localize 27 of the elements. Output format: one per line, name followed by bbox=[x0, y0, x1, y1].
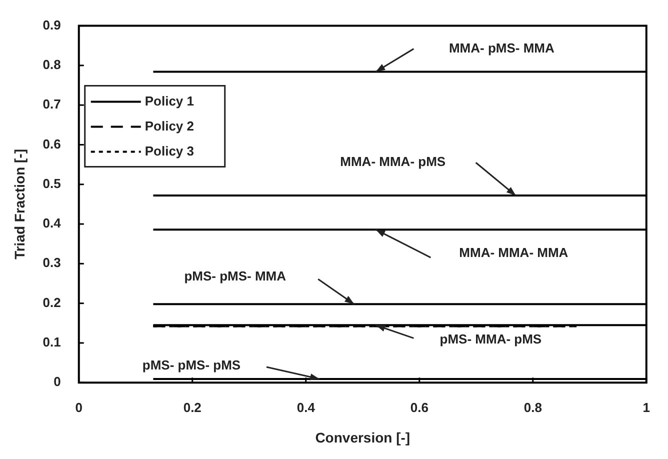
x-tick-label: 0.8 bbox=[524, 400, 542, 415]
legend-label: Policy 1 bbox=[144, 93, 194, 108]
y-tick-label: 0.9 bbox=[42, 17, 61, 32]
x-tick-label: 0.2 bbox=[183, 400, 202, 415]
legend-label: Policy 2 bbox=[144, 118, 194, 134]
y-tick-label: 0.8 bbox=[42, 57, 61, 72]
y-tick-label: 0.1 bbox=[42, 334, 61, 350]
y-tick-label: 0.3 bbox=[42, 255, 61, 270]
y-tick-label: 0.7 bbox=[42, 96, 61, 112]
y-tick-label: 0.4 bbox=[42, 216, 62, 231]
annotation: MMA- pMS- MMA bbox=[448, 40, 555, 56]
annotation: pMS- pMS- MMA bbox=[184, 268, 287, 284]
x-tick-label: 0 bbox=[75, 400, 82, 415]
annotation: MMA- MMA- pMS bbox=[340, 154, 446, 170]
x-tick-label: 1 bbox=[642, 400, 650, 415]
y-axis-title: Triad Fraction [-] bbox=[11, 148, 28, 260]
annotation: pMS- MMA- pMS bbox=[440, 332, 542, 347]
annotation: pMS- pMS- pMS bbox=[142, 358, 241, 373]
x-tick-label: 0.4 bbox=[296, 400, 316, 415]
x-axis-title: Conversion [-] bbox=[315, 429, 410, 446]
y-tick-label: 0.6 bbox=[42, 136, 61, 152]
y-tick-label: 0 bbox=[54, 374, 61, 390]
y-tick-label: 0.5 bbox=[42, 176, 61, 191]
y-tick-label: 0.2 bbox=[42, 294, 61, 310]
annotation: MMA- MMA- MMA bbox=[459, 245, 569, 260]
x-tick-label: 0.6 bbox=[410, 400, 428, 415]
legend-label: Policy 3 bbox=[144, 143, 194, 158]
